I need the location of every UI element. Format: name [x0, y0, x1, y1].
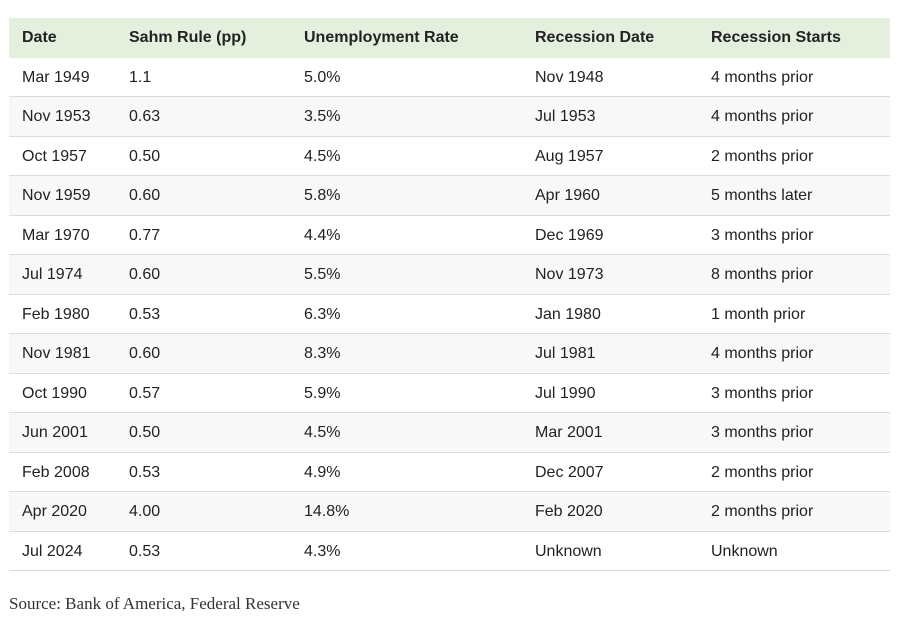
header-cell: Date [22, 29, 57, 46]
table-row: Mar 1949 1.1 5.0% Nov 1948 4 months prior [9, 58, 890, 97]
table-cell: 1.1 [129, 68, 152, 86]
table-cell: 4.9% [304, 463, 341, 481]
table-cell: 5.5% [304, 266, 341, 283]
table-cell: Nov 1959 [22, 187, 91, 204]
table-cell: 3.5% [304, 108, 341, 125]
table-cell: 1 month prior [711, 305, 806, 323]
table-row: Jul 2024 0.53 4.3% Unknown Unknown [9, 532, 890, 571]
table-cell: 0.53 [129, 542, 161, 560]
table-cell: Jan 1980 [535, 305, 601, 323]
table-cell: 3 months prior [711, 424, 814, 441]
table-cell: Mar 2001 [535, 424, 603, 441]
table-cell: Jul 1953 [535, 108, 596, 125]
table-cell: 4.5% [304, 147, 341, 165]
table-cell: 0.50 [129, 424, 161, 441]
table-cell: Nov 1973 [535, 266, 604, 283]
table-cell: Nov 1953 [22, 108, 91, 125]
table-cell: 0.60 [129, 345, 161, 362]
table-cell: Feb 2020 [535, 503, 603, 520]
table-cell: Oct 1957 [22, 147, 87, 165]
table-cell: 2 months prior [711, 463, 814, 481]
table-cell: 8 months prior [711, 266, 814, 283]
table-cell: 3 months prior [711, 384, 814, 402]
table-cell: Jul 1974 [22, 266, 83, 283]
table-cell: 3 months prior [711, 226, 814, 244]
table-cell: 14.8% [304, 503, 350, 520]
table-cell: Nov 1948 [535, 68, 604, 86]
table-cell: Aug 1957 [535, 147, 604, 165]
table-row: Mar 1970 0.77 4.4% Dec 1969 3 months prior [9, 216, 890, 255]
table-cell: 0.53 [129, 463, 161, 481]
table-row: Feb 2008 0.53 4.9% Dec 2007 2 months prior [9, 453, 890, 492]
table-cell: Apr 1960 [535, 187, 600, 204]
source-note: Source: Bank of America, Federal Reserve [9, 594, 300, 613]
table-row: Feb 1980 0.53 6.3% Jan 1980 1 month prior [9, 295, 890, 334]
table-cell: 0.57 [129, 384, 161, 402]
table-cell: 5.8% [304, 187, 341, 204]
table-cell: Dec 2007 [535, 463, 604, 481]
header-cell: Recession Date [535, 29, 655, 46]
table-cell: 8.3% [304, 345, 341, 362]
header-cell: Sahm Rule (pp) [129, 29, 247, 46]
table-cell: 4.3% [304, 542, 341, 560]
header-cell: Recession Starts [711, 29, 841, 46]
table-cell: Jul 2024 [22, 542, 83, 560]
table-cell: 5.9% [304, 384, 341, 402]
table-cell: Unknown [535, 542, 602, 560]
table-cell: 0.63 [129, 108, 161, 125]
table-cell: Mar 1949 [22, 68, 90, 86]
table-row: Jul 1974 0.60 5.5% Nov 1973 8 months prior [9, 255, 890, 295]
table-cell: 4 months prior [711, 108, 814, 125]
table-cell: 4.00 [129, 503, 161, 520]
table-row: Nov 1953 0.63 3.5% Jul 1953 4 months prior [9, 97, 890, 137]
table-cell: 4.5% [304, 424, 341, 441]
table-cell: Feb 1980 [22, 305, 90, 323]
header-cell: Unemployment Rate [304, 29, 459, 46]
header-row: Date Sahm Rule (pp) Unemployment Rate Reces… [9, 18, 890, 58]
table-cell: 5.0% [304, 68, 341, 86]
table-row: Nov 1981 0.60 8.3% Jul 1981 4 months prior [9, 334, 890, 374]
table-cell: 4 months prior [711, 345, 814, 362]
table-cell: 0.60 [129, 187, 161, 204]
table-cell: 2 months prior [711, 503, 814, 520]
table-cell: 0.53 [129, 305, 161, 323]
table-cell: 0.77 [129, 226, 161, 244]
table-row: Oct 1957 0.50 4.5% Aug 1957 2 months prior [9, 137, 890, 176]
table-cell: 4 months prior [711, 68, 814, 86]
table-cell: Oct 1990 [22, 384, 87, 402]
table-cell: Dec 1969 [535, 226, 604, 244]
table-cell: Mar 1970 [22, 226, 90, 244]
table-row: Nov 1959 0.60 5.8% Apr 1960 5 months later [9, 176, 890, 216]
table-cell: Jul 1981 [535, 345, 596, 362]
table-row: Apr 2020 4.00 14.8% Feb 2020 2 months prior [9, 492, 890, 532]
table-cell: 0.60 [129, 266, 161, 283]
table: Date Sahm Rule (pp) Unemployment Rate Reces… [9, 18, 890, 571]
table-cell: Jun 2001 [22, 424, 88, 441]
table-cell: Nov 1981 [22, 345, 91, 362]
table-cell: Jul 1990 [535, 384, 596, 402]
table-row: Jun 2001 0.50 4.5% Mar 2001 3 months prior [9, 413, 890, 453]
table-cell: 4.4% [304, 226, 341, 244]
table-row: Oct 1990 0.57 5.9% Jul 1990 3 months prior [9, 374, 890, 413]
table-cell: Feb 2008 [22, 463, 90, 481]
table-cell: Apr 2020 [22, 503, 87, 520]
table-cell: 2 months prior [711, 147, 814, 165]
table-cell: 5 months later [711, 187, 813, 204]
table-cell: 0.50 [129, 147, 161, 165]
table-cell: Unknown [711, 542, 778, 560]
table-cell: 6.3% [304, 305, 341, 323]
